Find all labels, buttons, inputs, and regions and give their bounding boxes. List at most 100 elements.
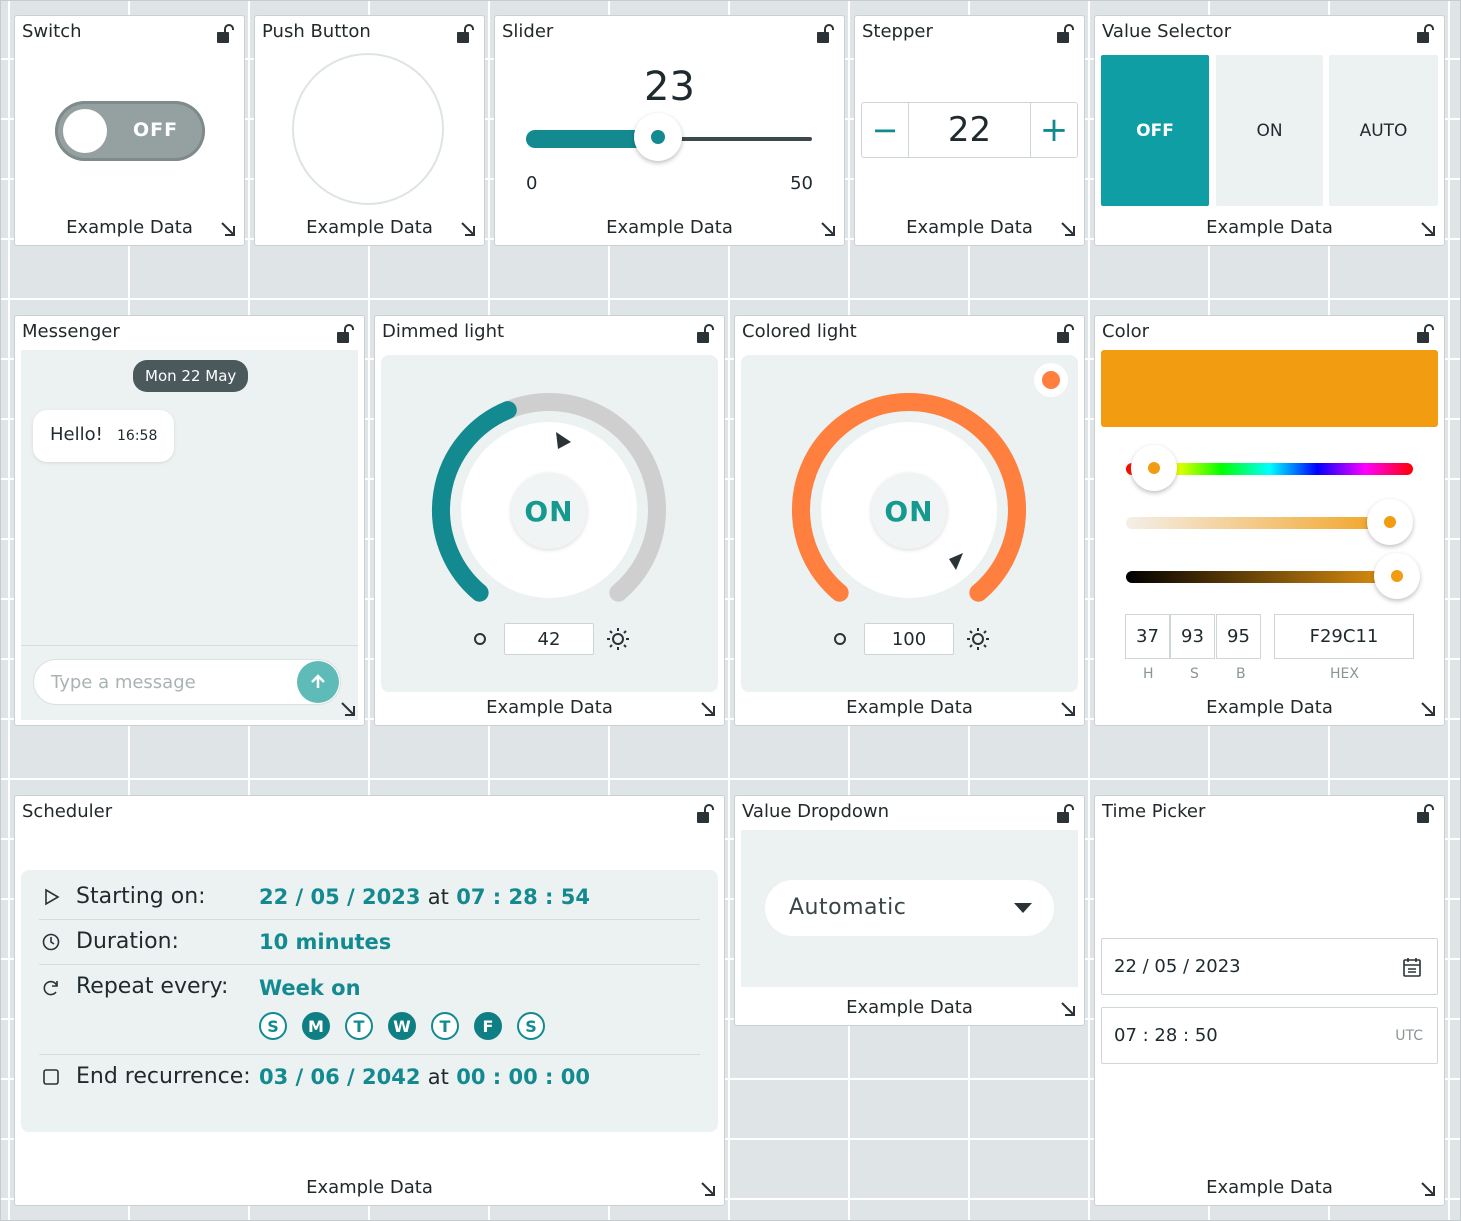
resize-icon[interactable]: [340, 701, 356, 717]
weekday-selector: S M T W T F S: [259, 1012, 560, 1040]
starting-row[interactable]: Starting on: 22 / 05 / 2023 at 07 : 28 :…: [39, 874, 700, 920]
end-time[interactable]: 00 : 00 : 00: [456, 1064, 590, 1089]
widget-footer: Example Data: [66, 217, 193, 238]
widget-title: Time Picker: [1102, 801, 1206, 822]
resize-icon[interactable]: [220, 221, 236, 237]
selector-option-auto[interactable]: AUTO: [1329, 55, 1438, 206]
resize-icon[interactable]: [1420, 1181, 1436, 1197]
hue-slider[interactable]: [1126, 445, 1413, 491]
hue-input[interactable]: 37: [1125, 614, 1170, 659]
duration-value[interactable]: 10 minutes: [259, 929, 392, 954]
time-field[interactable]: 07 : 28 : 50 UTC: [1101, 1007, 1438, 1064]
day-wednesday[interactable]: W: [388, 1012, 416, 1040]
stepper-minus-button[interactable]: −: [862, 103, 909, 157]
saturation-thumb[interactable]: [1367, 499, 1413, 545]
send-button[interactable]: [297, 661, 339, 703]
widget-title: Value Dropdown: [742, 801, 890, 822]
at-label: at: [427, 884, 449, 909]
time-picker-widget: Time Picker 22 / 05 / 2023 07 : 28 : 50 …: [1094, 795, 1445, 1206]
lock-icon[interactable]: [1056, 24, 1074, 44]
at-label: at: [427, 1064, 449, 1089]
resize-icon[interactable]: [820, 221, 836, 237]
slider-track[interactable]: [526, 113, 812, 161]
day-monday[interactable]: M: [302, 1012, 330, 1040]
lock-icon[interactable]: [696, 804, 714, 824]
light-panel: ON 100: [741, 355, 1078, 692]
day-tuesday[interactable]: T: [345, 1012, 373, 1040]
widget-footer: Example Data: [1206, 697, 1333, 718]
lock-icon[interactable]: [336, 324, 354, 344]
saturation-slider[interactable]: [1126, 499, 1413, 545]
stepper-plus-button[interactable]: +: [1030, 103, 1077, 157]
repeat-value[interactable]: Week on: [259, 976, 361, 1000]
lock-icon[interactable]: [1056, 324, 1074, 344]
resize-icon[interactable]: [1060, 1001, 1076, 1017]
resize-icon[interactable]: [1420, 221, 1436, 237]
brightness-slider[interactable]: [1126, 553, 1420, 599]
starting-time[interactable]: 07 : 28 : 54: [456, 884, 590, 909]
color-indicator[interactable]: [1034, 363, 1068, 397]
lock-icon[interactable]: [1056, 804, 1074, 824]
lock-icon[interactable]: [456, 24, 474, 44]
brightness-label: B: [1236, 666, 1246, 682]
lock-icon[interactable]: [216, 24, 234, 44]
lock-icon[interactable]: [1416, 324, 1434, 344]
stepper-widget: Stepper − 22 + Example Data: [854, 15, 1085, 246]
day-sunday[interactable]: S: [259, 1012, 287, 1040]
push-button[interactable]: [292, 53, 444, 205]
brightness-value[interactable]: 100: [864, 623, 954, 655]
duration-row[interactable]: Duration: 10 minutes: [39, 919, 700, 965]
saturation-input[interactable]: 93: [1170, 614, 1215, 659]
checkbox-icon[interactable]: [41, 1067, 61, 1087]
resize-icon[interactable]: [1060, 221, 1076, 237]
dropdown-panel: Automatic: [741, 830, 1078, 987]
selector-option-on[interactable]: ON: [1216, 55, 1323, 206]
value-dropdown[interactable]: Automatic: [765, 880, 1054, 936]
hex-label: HEX: [1330, 666, 1359, 682]
colored-light-widget: Colored light ON 100 Example Data: [734, 315, 1085, 726]
widget-footer: Example Data: [306, 217, 433, 238]
toggle-switch[interactable]: OFF: [55, 101, 205, 161]
end-recurrence-row[interactable]: End recurrence: 03 / 06 / 2042 at 00 : 0…: [39, 1054, 700, 1099]
light-on-button[interactable]: ON: [511, 473, 587, 549]
resize-icon[interactable]: [1420, 701, 1436, 717]
starting-date[interactable]: 22 / 05 / 2023: [259, 884, 421, 909]
brightness-value[interactable]: 42: [504, 623, 594, 655]
dimmed-light-widget: Dimmed light ON 42 Example Data: [374, 315, 725, 726]
arrow-up-icon: [311, 674, 325, 688]
repeat-row[interactable]: Repeat every: Week on S M T W T F S: [39, 964, 700, 1055]
slider-thumb[interactable]: [633, 113, 682, 161]
time-value: 07 : 28 : 50: [1114, 1025, 1218, 1046]
date-value: 22 / 05 / 2023: [1114, 956, 1241, 977]
light-on-button[interactable]: ON: [871, 473, 947, 549]
day-saturday[interactable]: S: [517, 1012, 545, 1040]
resize-icon[interactable]: [460, 221, 476, 237]
calendar-icon[interactable]: [1403, 957, 1421, 977]
widget-title: Stepper: [862, 21, 933, 42]
lock-icon[interactable]: [1416, 804, 1434, 824]
hue-thumb[interactable]: [1131, 445, 1177, 491]
brightness-thumb[interactable]: [1374, 553, 1420, 599]
lock-icon[interactable]: [1416, 24, 1434, 44]
resize-icon[interactable]: [700, 701, 716, 717]
date-field[interactable]: 22 / 05 / 2023: [1101, 938, 1438, 995]
resize-icon[interactable]: [700, 1181, 716, 1197]
starting-label: Starting on:: [76, 884, 206, 909]
message-bubble: Hello! 16:58: [33, 410, 174, 462]
value-dropdown-widget: Value Dropdown Automatic Example Data: [734, 795, 1085, 1026]
widget-footer: Example Data: [1206, 1177, 1333, 1198]
day-friday[interactable]: F: [474, 1012, 502, 1040]
selector-option-off[interactable]: OFF: [1101, 55, 1209, 206]
resize-icon[interactable]: [1060, 701, 1076, 717]
lock-icon[interactable]: [816, 24, 834, 44]
widget-footer: Example Data: [606, 217, 733, 238]
hex-input[interactable]: F29C11: [1274, 614, 1414, 659]
message-input[interactable]: Type a message: [33, 659, 341, 705]
end-date[interactable]: 03 / 06 / 2042: [259, 1064, 421, 1089]
slider-fill: [526, 130, 666, 148]
lock-icon[interactable]: [696, 324, 714, 344]
clock-icon: [42, 933, 60, 950]
brightness-input[interactable]: 95: [1216, 614, 1261, 659]
day-thursday[interactable]: T: [431, 1012, 459, 1040]
timezone-label: UTC: [1395, 1028, 1423, 1044]
